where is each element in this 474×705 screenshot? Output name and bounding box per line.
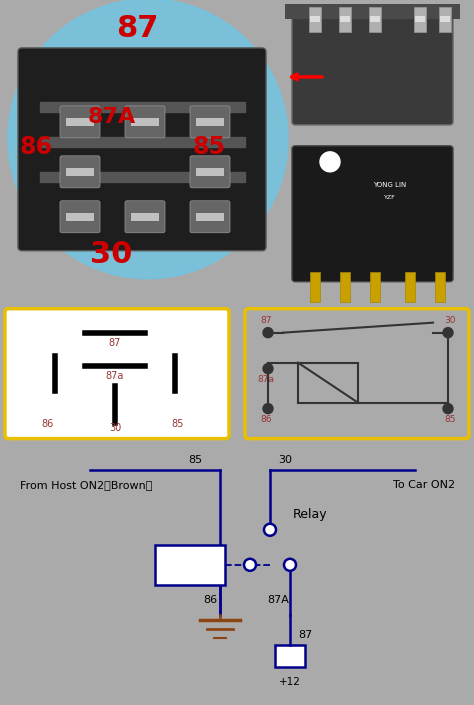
Text: 86: 86 [203, 595, 217, 605]
FancyBboxPatch shape [292, 9, 453, 125]
FancyBboxPatch shape [18, 48, 266, 251]
Bar [339, 7, 351, 32]
Bar [196, 118, 224, 126]
Text: 87a: 87a [257, 374, 274, 384]
Bar [66, 168, 94, 176]
Bar [439, 7, 451, 32]
Bar [310, 16, 320, 22]
Bar [370, 271, 380, 302]
FancyBboxPatch shape [60, 156, 100, 188]
Bar [405, 271, 415, 302]
Text: 85: 85 [444, 415, 456, 424]
Circle shape [443, 328, 453, 338]
Bar [414, 7, 426, 32]
FancyBboxPatch shape [190, 201, 230, 233]
Circle shape [263, 364, 273, 374]
Text: 85: 85 [172, 419, 184, 429]
Bar [340, 16, 350, 22]
Text: 87a: 87a [106, 371, 124, 381]
Text: From Host ON2（Brown）: From Host ON2（Brown） [20, 479, 152, 490]
Text: 30: 30 [109, 422, 121, 433]
Text: 30: 30 [444, 316, 456, 325]
Circle shape [264, 524, 276, 536]
Text: 85: 85 [188, 455, 202, 465]
Ellipse shape [8, 0, 288, 278]
Bar [196, 168, 224, 176]
Bar [340, 271, 350, 302]
Bar [298, 362, 358, 403]
Bar [415, 16, 425, 22]
FancyBboxPatch shape [190, 106, 230, 138]
Text: 87: 87 [109, 338, 121, 348]
Text: 86: 86 [19, 135, 52, 159]
Bar [285, 4, 460, 19]
Text: 87A: 87A [87, 106, 136, 126]
Bar [370, 16, 380, 22]
Text: 86: 86 [42, 419, 54, 429]
Circle shape [263, 328, 273, 338]
Bar [435, 271, 445, 302]
FancyBboxPatch shape [60, 201, 100, 233]
Bar [369, 7, 381, 32]
Text: 30: 30 [278, 455, 292, 465]
FancyBboxPatch shape [60, 106, 100, 138]
Text: 87: 87 [116, 14, 159, 43]
Bar [309, 7, 321, 32]
Circle shape [284, 559, 296, 571]
Text: 87: 87 [260, 316, 272, 325]
Text: 87: 87 [298, 630, 312, 640]
Bar [310, 271, 320, 302]
Text: 86: 86 [260, 415, 272, 424]
Text: YZF: YZF [384, 195, 396, 200]
Bar [155, 545, 225, 585]
Bar [131, 213, 159, 221]
Text: YONG LIN: YONG LIN [374, 182, 407, 188]
FancyBboxPatch shape [5, 309, 229, 439]
Circle shape [320, 152, 340, 172]
Text: To Car ON2: To Car ON2 [393, 479, 455, 490]
Circle shape [443, 404, 453, 414]
Bar [131, 118, 159, 126]
Text: +12: +12 [279, 677, 301, 687]
Text: 85: 85 [192, 135, 225, 159]
Bar [66, 213, 94, 221]
Bar [66, 118, 94, 126]
Bar [196, 213, 224, 221]
Text: 30: 30 [90, 240, 133, 269]
FancyBboxPatch shape [245, 309, 469, 439]
Circle shape [263, 404, 273, 414]
FancyBboxPatch shape [190, 156, 230, 188]
FancyBboxPatch shape [292, 146, 453, 282]
Text: 87A: 87A [267, 595, 289, 605]
FancyBboxPatch shape [125, 106, 165, 138]
Bar [275, 645, 305, 667]
Circle shape [244, 559, 256, 571]
Bar [440, 16, 450, 22]
FancyBboxPatch shape [125, 201, 165, 233]
Text: Relay: Relay [292, 508, 328, 521]
